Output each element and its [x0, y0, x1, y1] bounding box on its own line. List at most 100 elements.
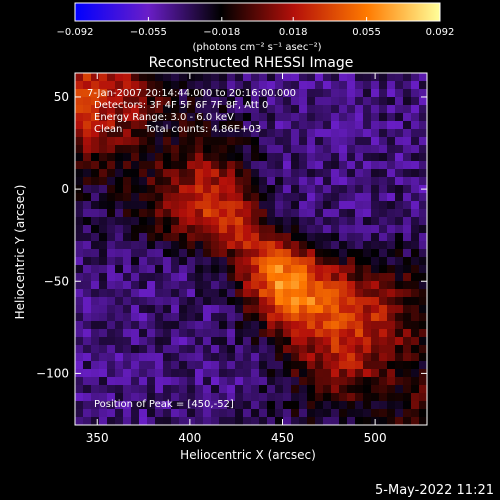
heatmap-cell [275, 225, 284, 234]
heatmap-cell [283, 73, 292, 82]
heatmap-cell [387, 161, 396, 170]
heatmap-cell [323, 377, 332, 386]
heatmap-cell [291, 305, 300, 314]
heatmap-cell [91, 401, 100, 410]
heatmap-cell [363, 177, 372, 186]
heatmap-cell [211, 369, 220, 378]
heatmap-cell [283, 177, 292, 186]
heatmap-cell [315, 361, 324, 370]
heatmap-cell [291, 233, 300, 242]
heatmap-cell [203, 393, 212, 402]
heatmap-cell [387, 129, 396, 138]
heatmap-cell [371, 273, 380, 282]
heatmap-cell [291, 97, 300, 106]
heatmap-cell [115, 289, 124, 298]
heatmap-cell [211, 377, 220, 386]
heatmap-cell [371, 137, 380, 146]
heatmap-cell [403, 73, 412, 82]
heatmap-cell [355, 145, 364, 154]
heatmap-cell [259, 185, 268, 194]
heatmap-cell [323, 233, 332, 242]
heatmap-cell [195, 153, 204, 162]
heatmap-cell [387, 241, 396, 250]
heatmap-cell [147, 401, 156, 410]
heatmap-cell [371, 225, 380, 234]
heatmap-cell [147, 233, 156, 242]
heatmap-cell [131, 241, 140, 250]
heatmap-cell [267, 393, 276, 402]
heatmap-cell [379, 273, 388, 282]
heatmap-cell [83, 249, 92, 258]
heatmap-cell [363, 225, 372, 234]
heatmap-cell [171, 313, 180, 322]
heatmap-cell [91, 185, 100, 194]
heatmap-cell [379, 409, 388, 418]
heatmap-cell [163, 385, 172, 394]
heatmap-cell [155, 249, 164, 258]
heatmap-cell [323, 329, 332, 338]
heatmap-cell [339, 105, 348, 114]
heatmap-cell [227, 417, 236, 425]
heatmap-cell [235, 281, 244, 290]
heatmap-cell [315, 353, 324, 362]
heatmap-cell [379, 209, 388, 218]
heatmap-cell [267, 81, 276, 90]
heatmap-cell [387, 281, 396, 290]
heatmap-cell [387, 345, 396, 354]
heatmap-cell [179, 337, 188, 346]
heatmap-cell [171, 113, 180, 122]
heatmap-cell [235, 89, 244, 98]
heatmap-cell [411, 81, 420, 90]
heatmap-cell [379, 345, 388, 354]
heatmap-cell [83, 265, 92, 274]
heatmap-cell [259, 249, 268, 258]
y-axis-label: Heliocentric Y (arcsec) [13, 185, 27, 320]
heatmap-cell [323, 121, 332, 130]
heatmap-cell [123, 409, 132, 418]
heatmap-cell [235, 345, 244, 354]
heatmap-cell [355, 81, 364, 90]
heatmap-cell [139, 265, 148, 274]
heatmap-cell [155, 321, 164, 330]
heatmap-cell [355, 401, 364, 410]
heatmap-cell [411, 305, 420, 314]
heatmap-cell [123, 169, 132, 178]
heatmap-cell [235, 369, 244, 378]
heatmap-cell [243, 193, 252, 202]
heatmap-cell [99, 417, 108, 425]
heatmap-cell [107, 337, 116, 346]
heatmap-cell [195, 353, 204, 362]
heatmap-cell [171, 161, 180, 170]
heatmap-cell [75, 329, 84, 338]
heatmap-cell [395, 177, 404, 186]
heatmap-cell [267, 225, 276, 234]
heatmap-cell [203, 129, 212, 138]
heatmap-cell [307, 329, 316, 338]
heatmap-cell [331, 169, 340, 178]
heatmap-cell [107, 265, 116, 274]
heatmap-cell [195, 233, 204, 242]
heatmap-cell [291, 145, 300, 154]
heatmap-cell [395, 169, 404, 178]
heatmap-cell [315, 241, 324, 250]
heatmap-cell [163, 225, 172, 234]
heatmap-cell [123, 305, 132, 314]
heatmap-cell [243, 345, 252, 354]
heatmap-cell [419, 409, 427, 418]
heatmap-cell [379, 249, 388, 258]
heatmap-cell [403, 145, 412, 154]
heatmap-cell [347, 393, 356, 402]
heatmap-cell [347, 409, 356, 418]
heatmap-cell [195, 401, 204, 410]
heatmap-cell [323, 193, 332, 202]
heatmap-cell [83, 337, 92, 346]
heatmap-cell [139, 161, 148, 170]
heatmap-cell [179, 201, 188, 210]
heatmap-cell [267, 329, 276, 338]
heatmap-cell [347, 73, 356, 82]
heatmap-cell [115, 217, 124, 226]
heatmap-cell [363, 217, 372, 226]
heatmap-cell [139, 281, 148, 290]
heatmap-cell [195, 321, 204, 330]
heatmap-cell [371, 321, 380, 330]
